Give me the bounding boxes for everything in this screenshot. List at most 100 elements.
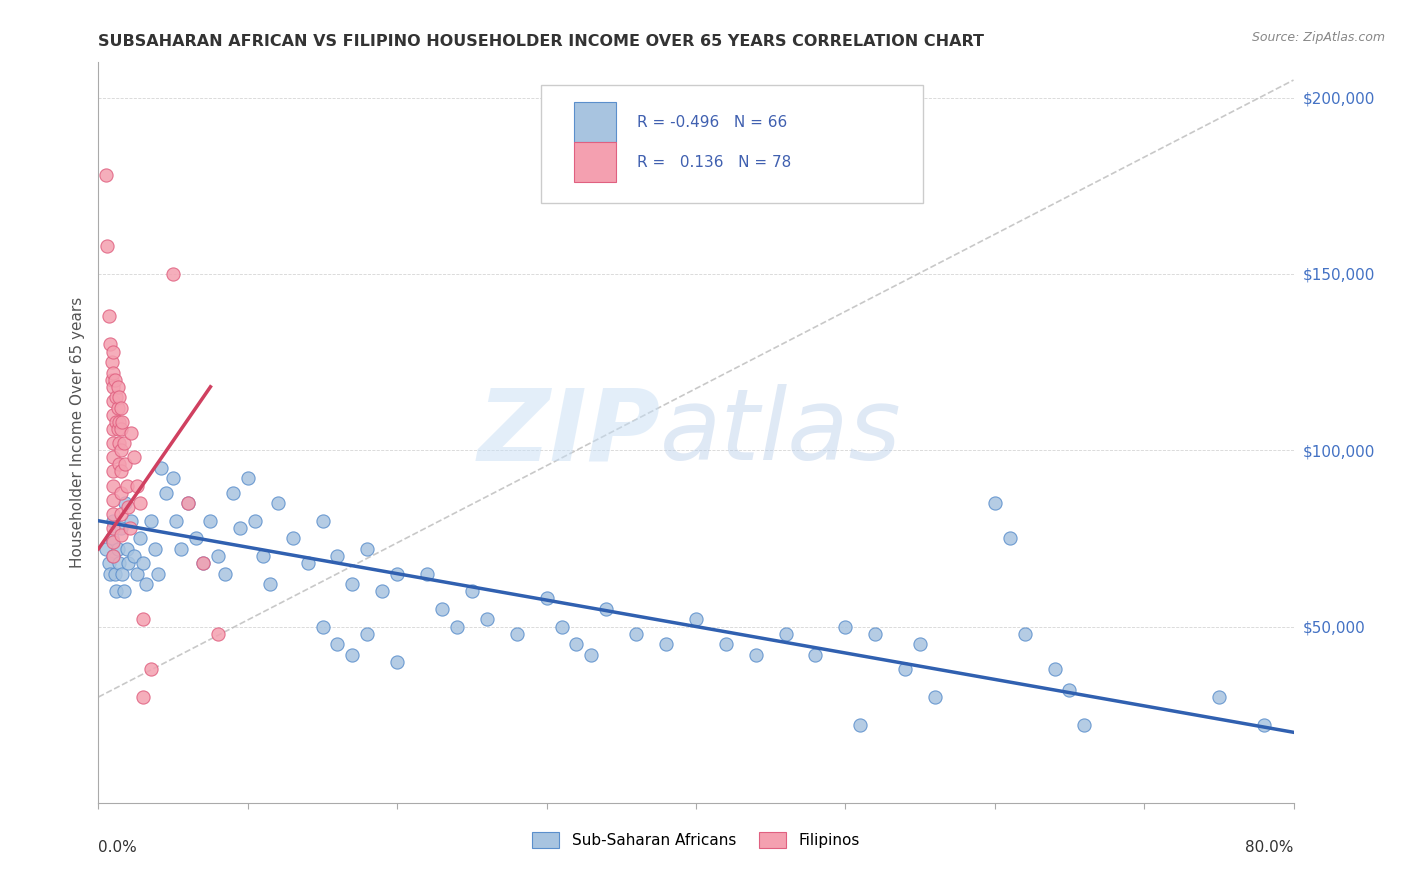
- Text: R =   0.136   N = 78: R = 0.136 N = 78: [637, 154, 792, 169]
- Point: [103, 393, 125, 408]
- Point: [107, 380, 129, 394]
- Point: [108, 390, 131, 404]
- Point: [127, 478, 149, 492]
- Point: [207, 549, 229, 563]
- Point: [356, 626, 378, 640]
- Point: [118, 521, 141, 535]
- Point: [252, 549, 274, 563]
- Point: [446, 619, 468, 633]
- Point: [103, 549, 125, 563]
- Text: Source: ZipAtlas.com: Source: ZipAtlas.com: [1251, 31, 1385, 45]
- Point: [259, 577, 281, 591]
- Point: [110, 528, 132, 542]
- Point: [162, 471, 184, 485]
- Point: [103, 478, 125, 492]
- Point: [132, 612, 155, 626]
- Point: [267, 496, 290, 510]
- Point: [105, 415, 128, 429]
- Point: [865, 626, 887, 640]
- Point: [998, 532, 1021, 546]
- Point: [117, 556, 139, 570]
- Point: [108, 458, 131, 472]
- Point: [105, 584, 128, 599]
- Point: [565, 637, 588, 651]
- Text: R = -0.496   N = 66: R = -0.496 N = 66: [637, 114, 787, 129]
- Point: [311, 619, 333, 633]
- Point: [297, 556, 319, 570]
- Point: [98, 566, 122, 581]
- Text: 0.0%: 0.0%: [98, 840, 138, 855]
- Point: [775, 626, 797, 640]
- Point: [108, 556, 131, 570]
- Point: [110, 464, 132, 478]
- Point: [112, 584, 135, 599]
- Point: [107, 401, 129, 415]
- Point: [714, 637, 737, 651]
- Point: [342, 577, 364, 591]
- Point: [177, 496, 200, 510]
- Point: [430, 602, 453, 616]
- Point: [110, 401, 132, 415]
- Point: [129, 532, 152, 546]
- Point: [1208, 690, 1230, 704]
- Point: [371, 584, 394, 599]
- Point: [356, 541, 378, 556]
- Point: [94, 168, 117, 182]
- Point: [103, 492, 125, 507]
- Point: [536, 591, 558, 606]
- Point: [110, 485, 132, 500]
- Point: [139, 514, 162, 528]
- Point: [461, 584, 484, 599]
- Point: [101, 373, 124, 387]
- Point: [124, 549, 146, 563]
- Point: [207, 626, 229, 640]
- Y-axis label: Householder Income Over 65 years: Householder Income Over 65 years: [69, 297, 84, 568]
- Point: [103, 535, 125, 549]
- Point: [162, 267, 184, 281]
- Point: [834, 619, 856, 633]
- Point: [117, 500, 139, 514]
- Point: [101, 532, 124, 546]
- Text: 80.0%: 80.0%: [1246, 840, 1294, 855]
- Point: [132, 556, 155, 570]
- Point: [475, 612, 498, 626]
- Point: [1073, 718, 1095, 732]
- Point: [745, 648, 768, 662]
- Point: [107, 541, 129, 556]
- Point: [191, 556, 214, 570]
- Point: [103, 436, 125, 450]
- Point: [595, 602, 617, 616]
- Point: [155, 485, 177, 500]
- Point: [1059, 683, 1081, 698]
- Point: [1014, 626, 1036, 640]
- Point: [281, 532, 304, 546]
- Point: [115, 541, 138, 556]
- Point: [139, 662, 162, 676]
- FancyBboxPatch shape: [574, 102, 616, 143]
- Point: [550, 619, 572, 633]
- Point: [342, 648, 364, 662]
- FancyBboxPatch shape: [574, 142, 616, 182]
- Point: [129, 496, 152, 510]
- Point: [98, 337, 122, 351]
- Point: [94, 541, 117, 556]
- Point: [115, 478, 138, 492]
- Point: [506, 626, 529, 640]
- Point: [655, 637, 678, 651]
- Point: [385, 655, 409, 669]
- Text: atlas: atlas: [661, 384, 901, 481]
- Point: [849, 718, 872, 732]
- Point: [104, 566, 127, 581]
- Point: [112, 436, 135, 450]
- Legend: Sub-Saharan Africans, Filipinos: Sub-Saharan Africans, Filipinos: [526, 826, 866, 855]
- Text: SUBSAHARAN AFRICAN VS FILIPINO HOUSEHOLDER INCOME OVER 65 YEARS CORRELATION CHAR: SUBSAHARAN AFRICAN VS FILIPINO HOUSEHOLD…: [98, 34, 984, 49]
- Point: [132, 690, 155, 704]
- Point: [111, 566, 134, 581]
- Point: [685, 612, 707, 626]
- Point: [103, 514, 125, 528]
- Point: [804, 648, 827, 662]
- Point: [103, 422, 125, 436]
- Point: [103, 408, 125, 422]
- Point: [191, 556, 214, 570]
- Point: [103, 507, 125, 521]
